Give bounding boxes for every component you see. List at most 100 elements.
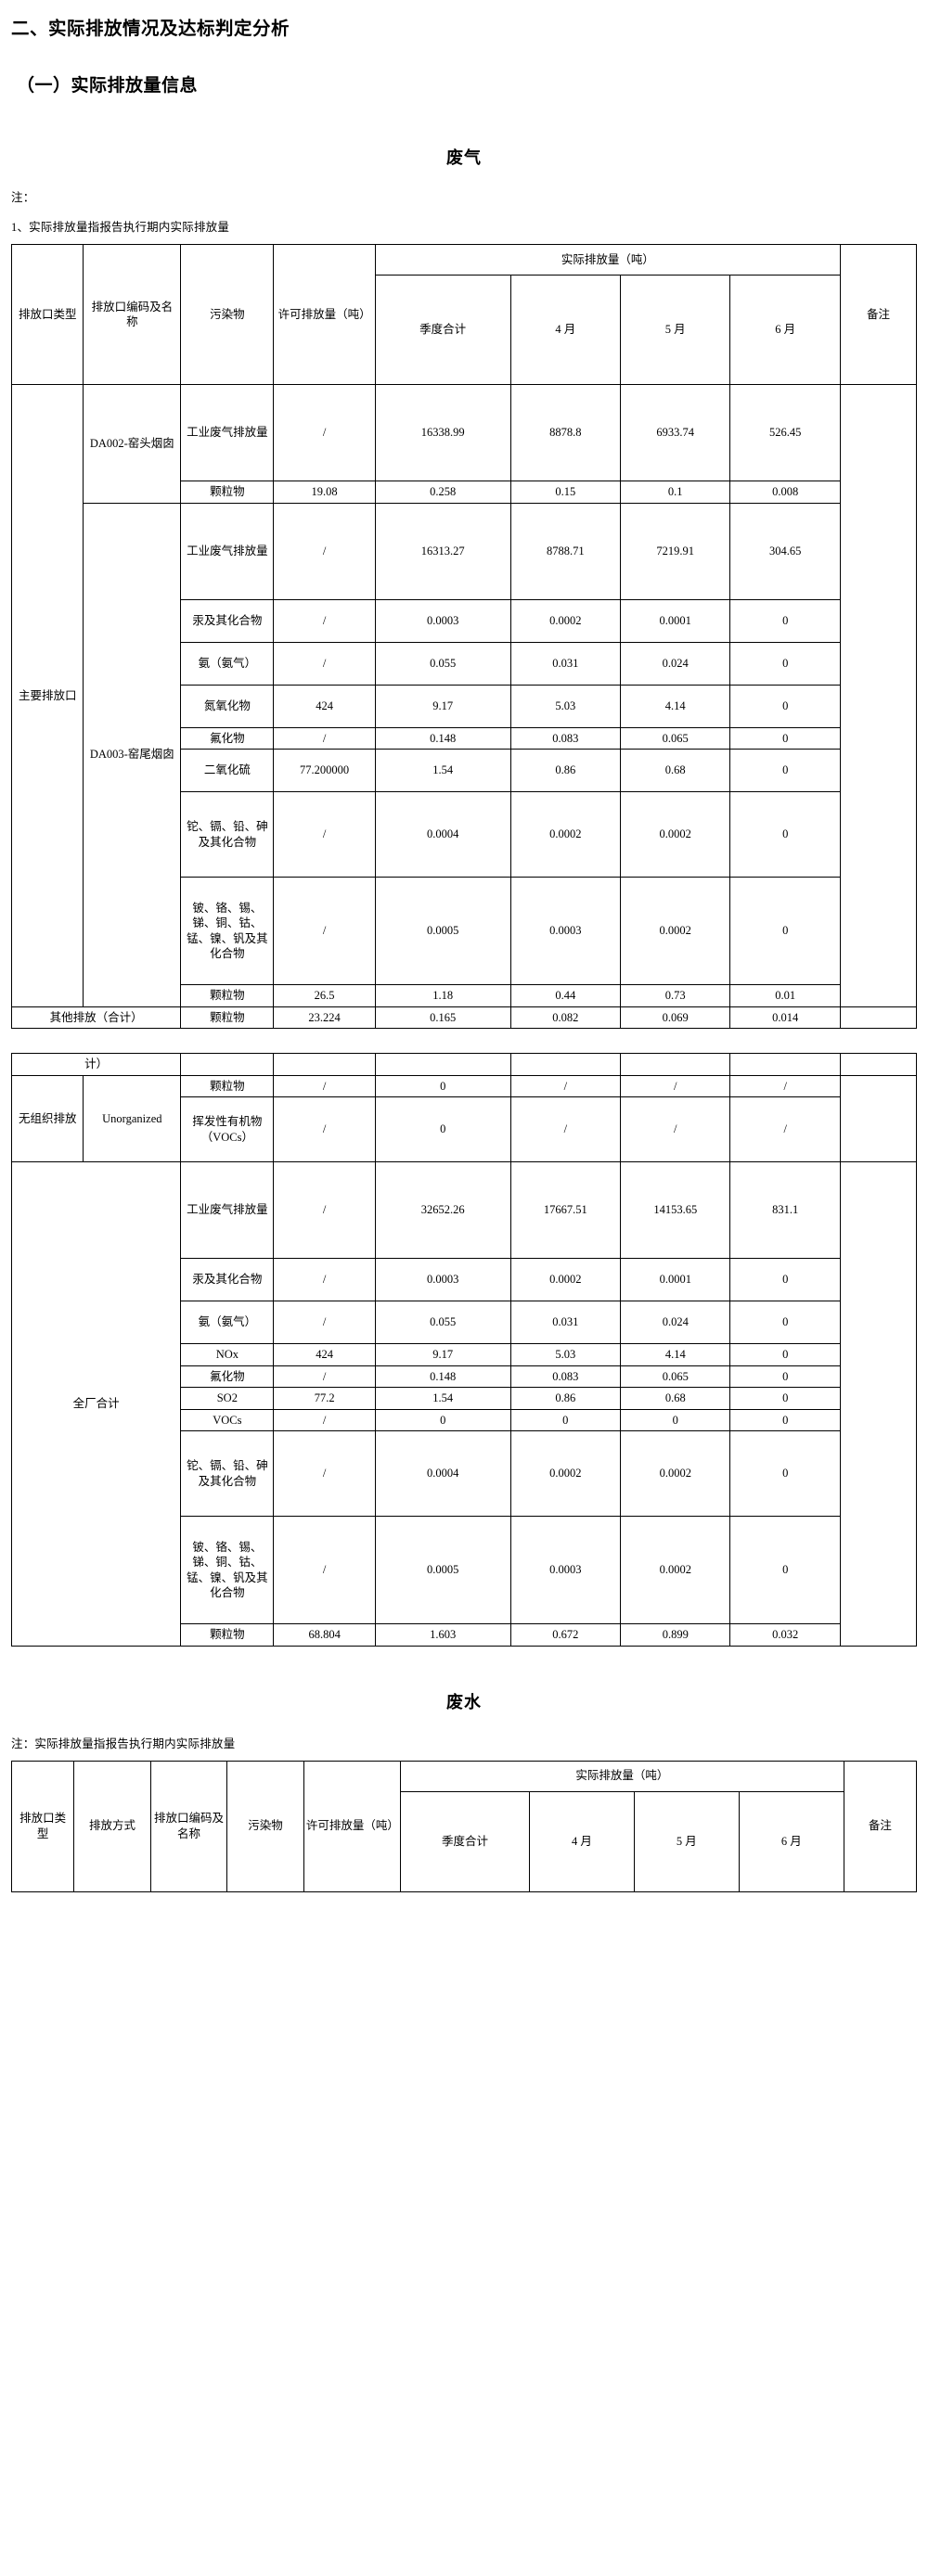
cell-month4: 0.15 [509, 481, 622, 504]
cell-remark [839, 1006, 918, 1029]
water-header-row-top: 排放口类型 排放方式 排放口编码及名称 污染物 许可排放量（吨） 实际排放量（吨… [10, 1760, 918, 1892]
table-row: 铍、铬、锡、锑、铜、钴、锰、镍、钒及其化合物 / 0.0005 0.0003 0… [12, 877, 917, 985]
cell-month4: 5.03 [509, 1343, 622, 1366]
cell-quarter: 1.18 [374, 984, 511, 1007]
cell-pollutant: 汞及其化合物 [180, 1258, 275, 1301]
table-row-other-discharge: 其他排放（合计） 颗粒物 23.224 0.165 0.082 0.069 0.… [10, 1006, 918, 1029]
cell-month5: 4.14 [620, 684, 731, 728]
cell-quarter: 0 [374, 1096, 511, 1162]
table-row: 铍、铬、锡、锑、铜、钴、锰、镍、钒及其化合物 / 0.0005 0.0003 0… [12, 1516, 917, 1624]
cell-permitted: / [273, 726, 376, 750]
cell-quarter: 0.0003 [374, 1258, 511, 1301]
header-outlet-type: 排放口类型 [10, 244, 84, 385]
note-item-1: 1、实际排放量指报告执行期内实际排放量 [11, 221, 230, 234]
cell-month4: 0 [509, 1408, 622, 1431]
cell-month6: 0 [729, 684, 841, 728]
water-header-month-5: 5 月 [633, 1790, 740, 1892]
cell-pollutant: 铊、镉、铅、砷及其化合物 [180, 1430, 275, 1517]
cell-pollutant: 氟化物 [180, 726, 275, 750]
cell-quarter: 1.54 [374, 749, 511, 792]
cell-permitted-empty [273, 1053, 376, 1076]
cell-pollutant: 颗粒物 [180, 481, 275, 504]
cell-month5: 7219.91 [620, 502, 731, 600]
cell-month5: / [620, 1074, 731, 1097]
cell-month4: 0.86 [509, 1387, 622, 1410]
waste-water-table: 排放口类型 排放方式 排放口编码及名称 污染物 许可排放量（吨） 实际排放量（吨… [10, 1760, 918, 1892]
cell-month5: 14153.65 [620, 1161, 731, 1259]
cell-month5: 0.065 [620, 1365, 731, 1388]
cell-unorganized-code: Unorganized [83, 1074, 182, 1162]
page-break-gap [0, 1029, 928, 1044]
cell-month4: 0.672 [509, 1623, 622, 1647]
cell-quarter: 0.0005 [374, 1516, 511, 1624]
header-quarter-total: 季度合计 [374, 275, 511, 385]
note-label: 注： [11, 191, 35, 204]
cell-pollutant: 颗粒物 [180, 1006, 275, 1029]
cell-month6: 0 [729, 1516, 841, 1624]
cell-pollutant: 工业废气排放量 [180, 502, 275, 600]
table-row: SO2 77.2 1.54 0.86 0.68 0 [12, 1387, 917, 1410]
cell-permitted: / [273, 1074, 376, 1097]
cell-month4: 8878.8 [509, 384, 622, 481]
cell-month6: 526.45 [729, 384, 841, 481]
cell-month6: 0 [729, 1258, 841, 1301]
cell-pollutant: 铍、铬、锡、锑、铜、钴、锰、镍、钒及其化合物 [180, 877, 275, 985]
cell-quarter: 1.54 [374, 1387, 511, 1410]
cell-month5: 0.0002 [620, 1430, 731, 1517]
waste-gas-table-part1: 排放口类型 排放口编码及名称 污染物 许可排放量（吨） 实际排放量（吨） 备注 … [10, 244, 918, 1029]
cell-permitted: / [273, 877, 376, 985]
waste-water-title: 废水 [446, 1692, 482, 1711]
cell-permitted: / [273, 1301, 376, 1344]
cell-month4: 0.031 [509, 1301, 622, 1344]
table-header-row-months: 季度合计 4 月 5 月 6 月 [12, 275, 917, 385]
cell-permitted: / [273, 1408, 376, 1431]
table-row: VOCs / 0 0 0 0 [12, 1408, 917, 1431]
cell-month6: 0 [729, 877, 841, 985]
cell-month4: 17667.51 [509, 1161, 622, 1259]
cell-month4: 0.86 [509, 749, 622, 792]
cell-permitted: / [273, 1258, 376, 1301]
cell-pollutant: 铊、镉、铅、砷及其化合物 [180, 791, 275, 878]
cell-remark [839, 1074, 918, 1162]
cell-month6: / [729, 1096, 841, 1162]
cell-month6: 0.008 [729, 481, 841, 504]
cell-quarter: 9.17 [374, 684, 511, 728]
cell-month5: 0.024 [620, 641, 731, 686]
cell-pollutant: 颗粒物 [180, 984, 275, 1007]
cell-month4: 0.0002 [509, 598, 622, 643]
cell-month4: / [509, 1074, 622, 1097]
cell-pollutant: 氨（氨气） [180, 641, 275, 686]
cell-pollutant: 铍、铬、锡、锑、铜、钴、锰、镍、钒及其化合物 [180, 1516, 275, 1624]
cell-quarter: 0.148 [374, 1365, 511, 1388]
cell-pollutant: NOx [180, 1343, 275, 1366]
water-header-quarter-total: 季度合计 [400, 1790, 530, 1892]
table-row: 铊、镉、铅、砷及其化合物 / 0.0004 0.0002 0.0002 0 [12, 1430, 917, 1517]
cell-permitted: / [273, 791, 376, 878]
table-row: 颗粒物 19.08 0.258 0.15 0.1 0.008 [12, 481, 917, 504]
cell-plant-total-type: 全厂合计 [10, 1161, 182, 1647]
cell-quarter: 16338.99 [374, 384, 511, 481]
cell-month5-empty [620, 1053, 731, 1076]
water-header-month-4: 4 月 [529, 1790, 635, 1892]
cell-month5: 0.899 [620, 1623, 731, 1647]
cell-permitted: / [273, 1096, 376, 1162]
table-row: 氟化物 / 0.148 0.083 0.065 0 [12, 1365, 917, 1388]
cell-month4: 0.083 [509, 726, 622, 750]
cell-permitted: 77.200000 [273, 749, 376, 792]
cell-month5: 0.0001 [620, 598, 731, 643]
water-header-row-months: 季度合计 4 月 5 月 6 月 [12, 1790, 917, 1892]
cell-quarter: 9.17 [374, 1343, 511, 1366]
cell-pollutant: 工业废气排放量 [180, 384, 275, 481]
header-permitted-amount: 许可排放量（吨） [273, 244, 376, 385]
cell-quarter: 0.0005 [374, 877, 511, 985]
table-row: 汞及其化合物 / 0.0003 0.0002 0.0001 0 [12, 1258, 917, 1301]
cell-pollutant: 二氧化硫 [180, 749, 275, 792]
cell-pollutant: 氮氧化物 [180, 684, 275, 728]
cell-month6: 0 [729, 791, 841, 878]
cell-month5: 0.065 [620, 726, 731, 750]
water-header-month-6: 6 月 [738, 1790, 844, 1892]
table-row: 氮氧化物 424 9.17 5.03 4.14 0 [12, 684, 917, 728]
table-row: 挥发性有机物（VOCs） / 0 / / / [12, 1096, 917, 1162]
cell-pollutant: 颗粒物 [180, 1623, 275, 1647]
cell-month6-empty [729, 1053, 841, 1076]
